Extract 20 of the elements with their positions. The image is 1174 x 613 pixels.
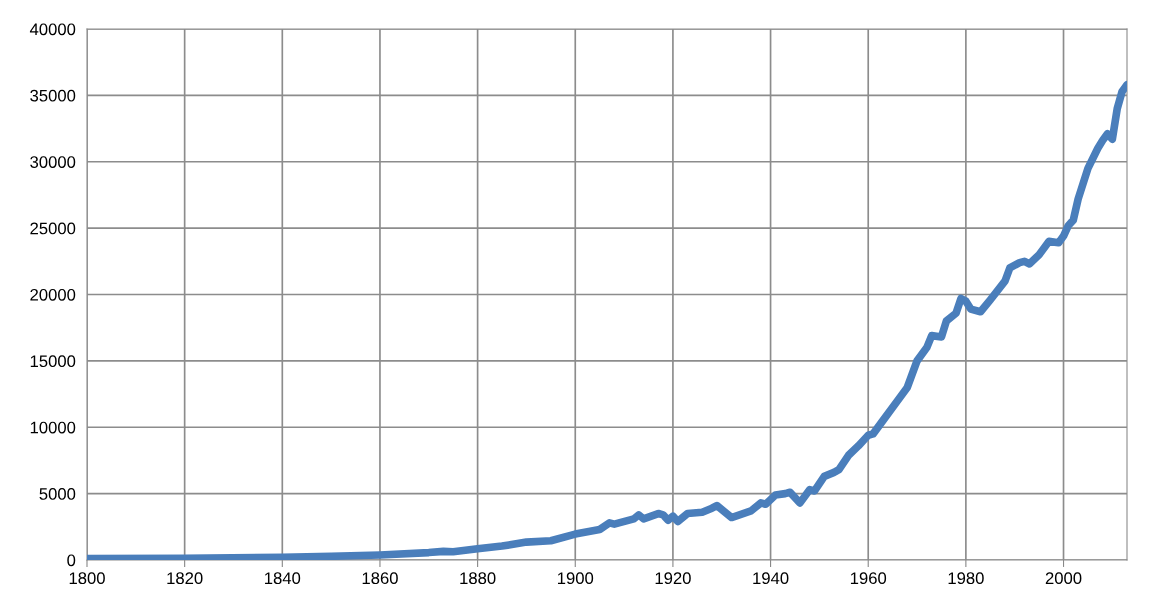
y-tick-label: 30000 — [30, 156, 76, 168]
y-tick-label: 20000 — [30, 288, 76, 301]
x-tick-label: 1840 — [265, 572, 301, 585]
y-tick-label: 40000 — [29, 23, 76, 36]
y-tick-label: 25000 — [30, 222, 76, 235]
x-tick-label: 1860 — [362, 572, 398, 585]
y-tick-label: 0 — [67, 554, 76, 567]
y-tick-label: 35000 — [30, 89, 76, 102]
x-tick-label: 1820 — [167, 572, 203, 585]
x-tick-label: 1800 — [69, 572, 105, 585]
x-tick-label: 1920 — [655, 572, 691, 585]
x-tick-label: 1900 — [558, 572, 594, 585]
x-tick-label: 1960 — [850, 572, 887, 585]
x-tick-label: 1940 — [753, 572, 789, 585]
x-tick-label: 1880 — [460, 572, 496, 585]
y-tick-label: 15000 — [30, 355, 76, 368]
y-tick-label: 5000 — [39, 488, 76, 500]
y-tick-label: 10000 — [30, 421, 76, 434]
x-tick-label: 2000 — [1045, 572, 1082, 585]
x-tick-label: 1980 — [948, 572, 984, 585]
